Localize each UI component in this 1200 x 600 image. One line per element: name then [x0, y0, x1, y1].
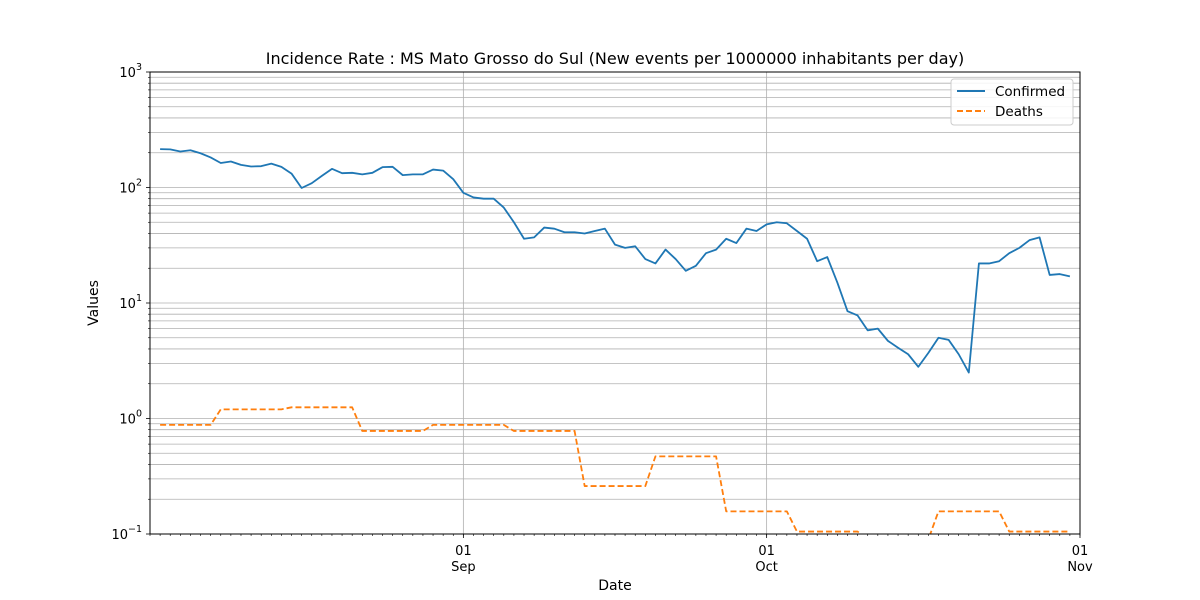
x-tick-label-day: 01 — [1072, 544, 1089, 559]
y-tick-exponent: 1 — [136, 293, 142, 304]
x-tick-label-month: Nov — [1067, 560, 1093, 575]
x-tick-label-month: Sep — [451, 560, 476, 575]
legend-deaths-label: Deaths — [995, 104, 1043, 120]
series-line-confirmed — [160, 148, 1071, 374]
series-layer — [160, 148, 1071, 534]
x-tick-label-day: 01 — [758, 544, 775, 559]
y-tick-exponent: −1 — [128, 524, 142, 535]
x-axis-label: Date — [598, 578, 631, 594]
chart-title: Incidence Rate : MS Mato Grosso do Sul (… — [266, 49, 964, 68]
legend-confirmed-label: Confirmed — [995, 84, 1065, 100]
x-tick-label-day: 01 — [455, 544, 472, 559]
x-tick-label-month: Oct — [755, 560, 777, 575]
y-tick-exponent: 0 — [136, 409, 142, 420]
y-tick-exponent: 2 — [136, 178, 142, 189]
y-tick-exponent: 3 — [136, 62, 142, 73]
legend: Confirmed Deaths — [950, 78, 1074, 126]
y-axis-label: Values — [86, 280, 102, 326]
grid — [150, 71, 1081, 535]
